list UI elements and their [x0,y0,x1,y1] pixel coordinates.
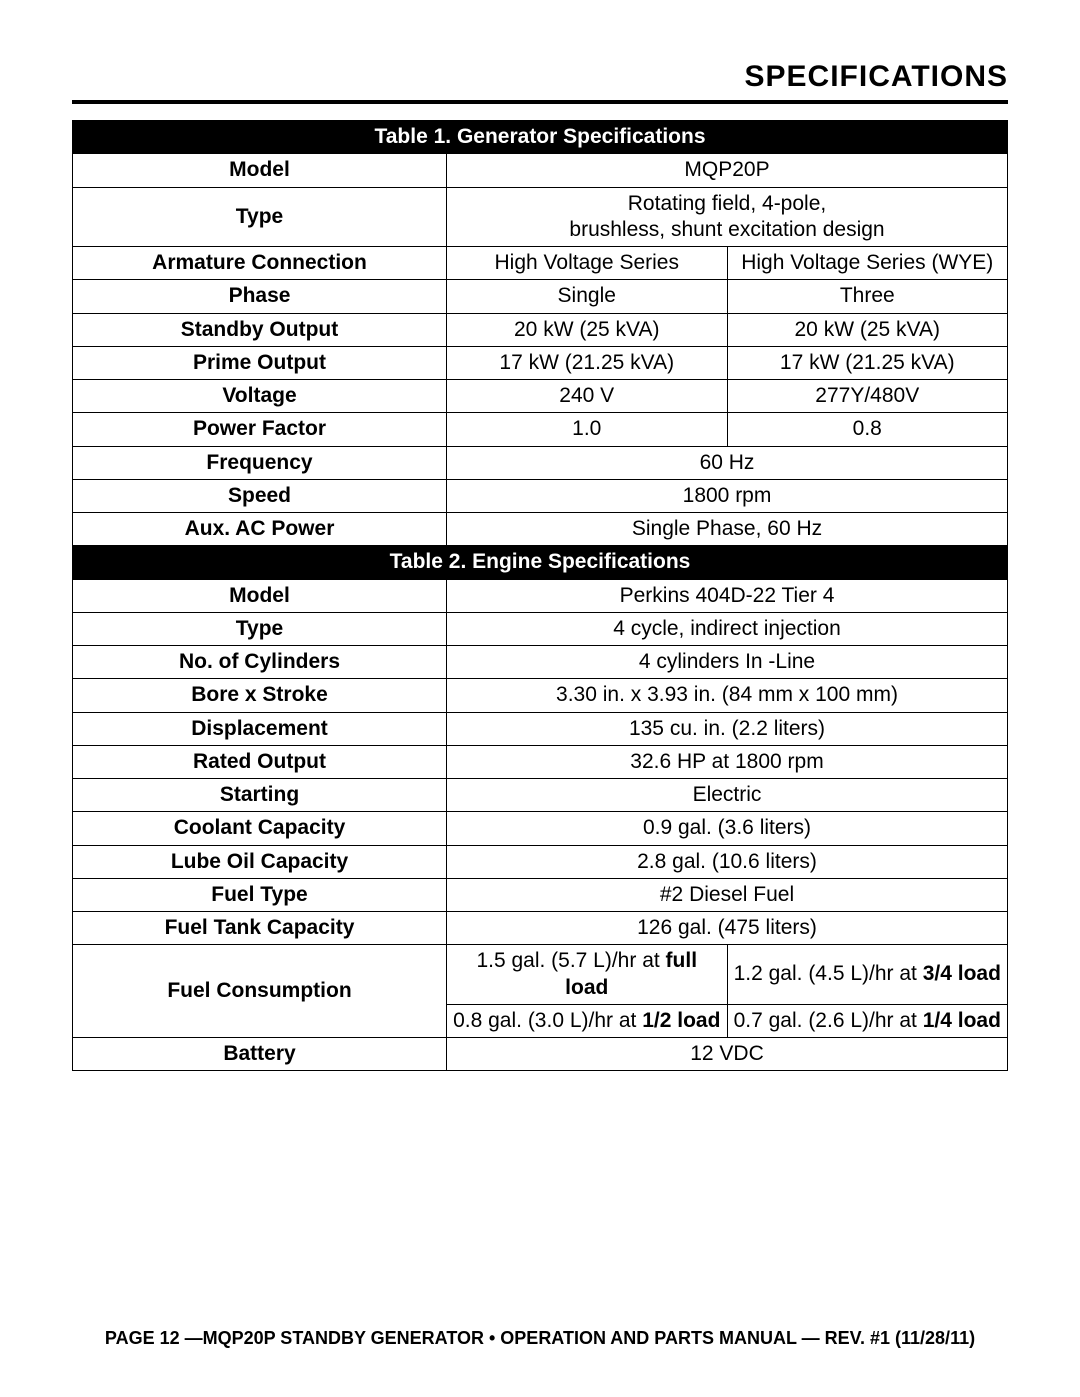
t2-fuelc-r2c2-b: 1/4 load [923,1009,1001,1032]
t2-disp-row: Displacement 135 cu. in. (2.2 liters) [73,712,1008,745]
page-container: SPECIFICATIONS Table 1. Generator Specif… [0,0,1080,1111]
t1-freq-label: Frequency [73,446,447,479]
t1-standby-row: Standby Output 20 kW (25 kVA) 20 kW (25 … [73,313,1008,346]
t1-pf-label: Power Factor [73,413,447,446]
t1-phase-col2: Three [727,280,1008,313]
t2-rated-row: Rated Output 32.6 HP at 1800 rpm [73,745,1008,778]
t2-model-value: Perkins 404D-22 Tier 4 [447,579,1008,612]
t1-speed-value: 1800 rpm [447,479,1008,512]
t2-lube-row: Lube Oil Capacity 2.8 gal. (10.6 liters) [73,845,1008,878]
t2-battery-value: 12 VDC [447,1038,1008,1071]
t1-model-label: Model [73,154,447,187]
t2-fuelc-r2c1-b: 1/2 load [642,1009,720,1032]
t1-pf-col1: 1.0 [447,413,728,446]
t1-model-row: Model MQP20P [73,154,1008,187]
t2-fuelc-r1c2-b: 3/4 load [923,962,1001,985]
t2-model-row: Model Perkins 404D-22 Tier 4 [73,579,1008,612]
t1-prime-col1: 17 kW (21.25 kVA) [447,346,728,379]
t1-armature-col1: High Voltage Series [447,247,728,280]
t2-disp-label: Displacement [73,712,447,745]
t2-fueltype-label: Fuel Type [73,878,447,911]
t2-cyl-row: No. of Cylinders 4 cylinders In -Line [73,646,1008,679]
t1-phase-label: Phase [73,280,447,313]
t2-start-label: Starting [73,779,447,812]
t1-aux-value: Single Phase, 60 Hz [447,513,1008,546]
t1-prime-col2: 17 kW (21.25 kVA) [727,346,1008,379]
t2-fuelc-r1c2: 1.2 gal. (4.5 L)/hr at 3/4 load [727,945,1008,1005]
t2-fueltype-row: Fuel Type #2 Diesel Fuel [73,878,1008,911]
t2-fuelc-label: Fuel Consumption [73,945,447,1038]
t1-type-line2: brushless, shunt excitation design [569,218,884,241]
t2-coolant-label: Coolant Capacity [73,812,447,845]
t2-model-label: Model [73,579,447,612]
t2-cyl-value: 4 cylinders In -Line [447,646,1008,679]
t1-voltage-col1: 240 V [447,380,728,413]
t2-fuelc-row1: Fuel Consumption 1.5 gal. (5.7 L)/hr at … [73,945,1008,1005]
t2-fuelc-r2c2: 0.7 gal. (2.6 L)/hr at 1/4 load [727,1004,1008,1037]
t1-standby-col2: 20 kW (25 kVA) [727,313,1008,346]
t2-coolant-row: Coolant Capacity 0.9 gal. (3.6 liters) [73,812,1008,845]
t1-prime-row: Prime Output 17 kW (21.25 kVA) 17 kW (21… [73,346,1008,379]
t1-voltage-row: Voltage 240 V 277Y/480V [73,380,1008,413]
t2-battery-label: Battery [73,1038,447,1071]
t2-battery-row: Battery 12 VDC [73,1038,1008,1071]
table2-header-row: Table 2. Engine Specifications [73,546,1008,579]
t1-type-line1: Rotating field, 4-pole, [628,192,826,215]
t1-pf-row: Power Factor 1.0 0.8 [73,413,1008,446]
t2-fuelc-r2c1: 0.8 gal. (3.0 L)/hr at 1/2 load [447,1004,728,1037]
t2-fuelc-r1c2-pre: 1.2 gal. (4.5 L)/hr at [734,962,923,985]
table1-title: Table 1. Generator Specifications [73,121,1008,154]
table1-header-row: Table 1. Generator Specifications [73,121,1008,154]
t2-fuelc-r1c1-pre: 1.5 gal. (5.7 L)/hr at [476,949,665,972]
t2-tank-value: 126 gal. (475 liters) [447,912,1008,945]
t1-standby-col1: 20 kW (25 kVA) [447,313,728,346]
t1-standby-label: Standby Output [73,313,447,346]
t1-aux-row: Aux. AC Power Single Phase, 60 Hz [73,513,1008,546]
t2-fuelc-r1c1: 1.5 gal. (5.7 L)/hr at full load [447,945,728,1005]
t2-type-value: 4 cycle, indirect injection [447,612,1008,645]
page-footer: PAGE 12 —MQP20P STANDBY GENERATOR • OPER… [0,1328,1080,1349]
t2-bore-value: 3.30 in. x 3.93 in. (84 mm x 100 mm) [447,679,1008,712]
t1-freq-value: 60 Hz [447,446,1008,479]
t1-armature-col2: High Voltage Series (WYE) [727,247,1008,280]
t2-tank-row: Fuel Tank Capacity 126 gal. (475 liters) [73,912,1008,945]
t1-voltage-col2: 277Y/480V [727,380,1008,413]
specifications-table: Table 1. Generator Specifications Model … [72,120,1008,1071]
t2-start-value: Electric [447,779,1008,812]
t2-lube-value: 2.8 gal. (10.6 liters) [447,845,1008,878]
t1-type-label: Type [73,187,447,247]
t2-type-label: Type [73,612,447,645]
t2-bore-label: Bore x Stroke [73,679,447,712]
t1-prime-label: Prime Output [73,346,447,379]
t2-tank-label: Fuel Tank Capacity [73,912,447,945]
t1-speed-label: Speed [73,479,447,512]
t1-freq-row: Frequency 60 Hz [73,446,1008,479]
table2-title: Table 2. Engine Specifications [73,546,1008,579]
page-heading: SPECIFICATIONS [72,60,1008,104]
t2-rated-label: Rated Output [73,745,447,778]
t2-lube-label: Lube Oil Capacity [73,845,447,878]
t2-fueltype-value: #2 Diesel Fuel [447,878,1008,911]
t1-type-row: Type Rotating field, 4-pole, brushless, … [73,187,1008,247]
t2-fuelc-r2c2-pre: 0.7 gal. (2.6 L)/hr at [734,1009,923,1032]
t2-coolant-value: 0.9 gal. (3.6 liters) [447,812,1008,845]
t1-armature-row: Armature Connection High Voltage Series … [73,247,1008,280]
t2-disp-value: 135 cu. in. (2.2 liters) [447,712,1008,745]
t1-pf-col2: 0.8 [727,413,1008,446]
t2-start-row: Starting Electric [73,779,1008,812]
t1-speed-row: Speed 1800 rpm [73,479,1008,512]
t1-model-value: MQP20P [447,154,1008,187]
t1-phase-col1: Single [447,280,728,313]
t2-rated-value: 32.6 HP at 1800 rpm [447,745,1008,778]
t2-cyl-label: No. of Cylinders [73,646,447,679]
t1-aux-label: Aux. AC Power [73,513,447,546]
t2-bore-row: Bore x Stroke 3.30 in. x 3.93 in. (84 mm… [73,679,1008,712]
t1-armature-label: Armature Connection [73,247,447,280]
t2-type-row: Type 4 cycle, indirect injection [73,612,1008,645]
t2-fuelc-r2c1-pre: 0.8 gal. (3.0 L)/hr at [453,1009,642,1032]
t1-voltage-label: Voltage [73,380,447,413]
t1-type-value: Rotating field, 4-pole, brushless, shunt… [447,187,1008,247]
t1-phase-row: Phase Single Three [73,280,1008,313]
